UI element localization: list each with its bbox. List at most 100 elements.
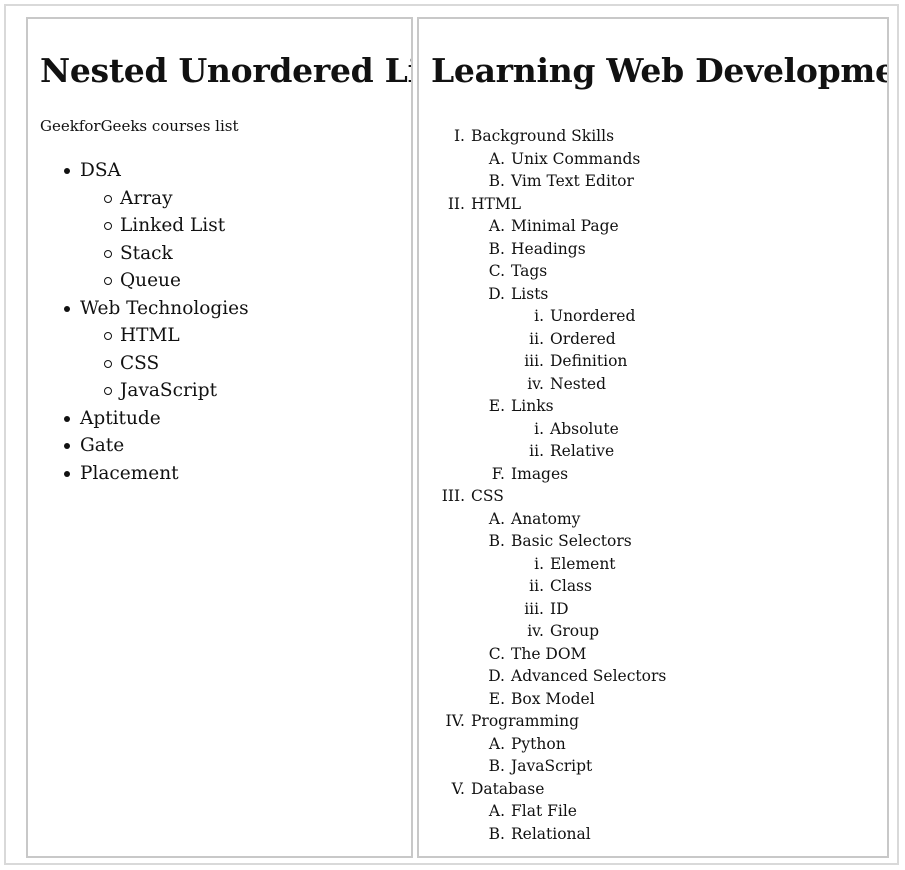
outline-marker: E. [488, 397, 505, 415]
outline-marker: A. [488, 734, 505, 753]
outline-marker: A. [488, 149, 505, 168]
outline-marker: B. [488, 172, 505, 190]
left-panel: Nested Unordered List GeekforGeeks cours… [26, 17, 413, 858]
outline-item-level-2: A. Python [419, 733, 666, 756]
outline-label: Vim Text Editor [511, 172, 634, 190]
outline-label: ID [550, 599, 569, 618]
outline-label: Advanced Selectors [511, 667, 667, 685]
list-item: Placement [64, 460, 249, 488]
outline-label: Group [550, 622, 600, 640]
outline-label: CSS [471, 487, 504, 505]
outline-item-level-2: A. Anatomy [419, 508, 666, 531]
outline-item-level-2: C. Tags [419, 260, 666, 283]
outline-item-level-1: V. Database [419, 778, 666, 801]
outline-marker: I. [453, 127, 465, 145]
outline-item-level-2: B. Basic Selectors [419, 530, 666, 553]
outline-label: JavaScript [511, 757, 593, 775]
outline-marker: ii. [529, 442, 544, 460]
page-frame: Nested Unordered List GeekforGeeks cours… [4, 4, 899, 865]
outline-item-level-2: D. Advanced Selectors [419, 665, 666, 688]
outline-label: Database [471, 779, 545, 798]
outline-label: Box Model [511, 689, 595, 708]
outline-label: Anatomy [511, 509, 581, 528]
outline-label: Definition [550, 352, 628, 370]
nested-list: Array Linked List Stack Queue [80, 185, 249, 295]
outline-label: Minimal Page [511, 217, 619, 235]
list-item-label: Placement [80, 462, 179, 484]
outline-label: Basic Selectors [511, 532, 632, 550]
outline-item-level-2: B. Vim Text Editor [419, 170, 666, 193]
outline-item-level-3: iii. ID [419, 598, 666, 621]
outline-marker: E. [488, 689, 505, 708]
outline-item-level-2: C. The DOM [419, 643, 666, 666]
outline-item-level-1: I. Background Skills [419, 125, 666, 148]
outline-item-level-2: A. Flat File [419, 800, 666, 823]
intro-text: GeekforGeeks courses list [40, 117, 239, 135]
nested-list-item: JavaScript [104, 377, 249, 405]
outline-marker: iv. [527, 622, 544, 640]
outline-label: Unix Commands [511, 149, 641, 168]
outline-label: Lists [511, 284, 549, 303]
outline-label: Links [511, 397, 554, 415]
outline-item-level-2: D. Lists [419, 283, 666, 306]
outline-marker: iii. [524, 599, 544, 618]
outline-marker: C. [488, 262, 505, 280]
outline-marker: III. [441, 487, 465, 505]
outline-item-level-3: iii. Definition [419, 350, 666, 373]
outline-label: Python [511, 734, 566, 753]
outline-marker: B. [488, 239, 505, 258]
outline-marker: A. [488, 217, 505, 235]
outline-marker: B. [488, 824, 505, 843]
nested-list: HTML CSS JavaScript [80, 322, 249, 405]
outline-item-level-1: IV. Programming [419, 710, 666, 733]
outline-item-level-3: i. Element [419, 553, 666, 576]
nested-list-item: HTML [104, 322, 249, 350]
outline-item-level-2: A. Minimal Page [419, 215, 666, 238]
outline-label: Programming [471, 712, 580, 730]
list-item: Aptitude [64, 405, 249, 433]
list-item: Web Technologies HTML CSS JavaScript [64, 295, 249, 405]
outline-marker: B. [488, 757, 505, 775]
outline-label: Tags [511, 262, 548, 280]
outline-label: The DOM [511, 644, 587, 663]
list-item-label: Gate [80, 435, 125, 456]
outline-label: Class [550, 577, 592, 595]
outline-item-level-3: ii. Class [419, 575, 666, 598]
list-item-label: DSA [80, 160, 121, 181]
nested-list-item: Array [104, 185, 249, 213]
nested-list-item: Stack [104, 240, 249, 268]
nested-list-item: Linked List [104, 212, 249, 240]
outline-marker: i. [534, 307, 544, 325]
outline-marker: D. [488, 667, 505, 685]
outline-item-level-2: B. Headings [419, 238, 666, 261]
outline-marker: iii. [524, 352, 544, 370]
outline-item-level-2: E. Links [419, 395, 666, 418]
outline-marker: F. [491, 464, 505, 483]
outline-marker: A. [488, 802, 505, 820]
outline-label: Nested [550, 374, 607, 393]
outline-item-level-2: B. JavaScript [419, 755, 666, 778]
outline-item-level-2: E. Box Model [419, 688, 666, 711]
outline-item-level-3: ii. Ordered [419, 328, 666, 351]
courses-list: DSA Array Linked List Stack Queue Web Technol… [40, 157, 249, 487]
list-item-label: Aptitude [80, 407, 161, 429]
outline-marker: B. [488, 532, 505, 550]
outline-label: Element [550, 554, 616, 573]
outline-marker: C. [488, 644, 505, 663]
nested-list-item: CSS [104, 350, 249, 378]
outline-item-level-2: B. Relational [419, 823, 666, 846]
list-item: Gate [64, 432, 249, 460]
list-item-label: Web Technologies [80, 297, 249, 319]
outline-item-level-3: iv. Group [419, 620, 666, 643]
outline-label: Ordered [550, 329, 616, 348]
outline-marker: ii. [529, 329, 544, 348]
outline-label: Relational [511, 824, 591, 843]
outline-label: Flat File [511, 802, 577, 820]
outline-item-level-2: F. Images [419, 463, 666, 486]
outline-marker: IV. [445, 712, 465, 730]
outline-marker: iv. [527, 374, 544, 393]
outline-marker: V. [451, 779, 465, 798]
outline-item-level-1: III. CSS [419, 485, 666, 508]
outline-label: Absolute [550, 419, 619, 438]
outline-marker: A. [488, 509, 505, 528]
